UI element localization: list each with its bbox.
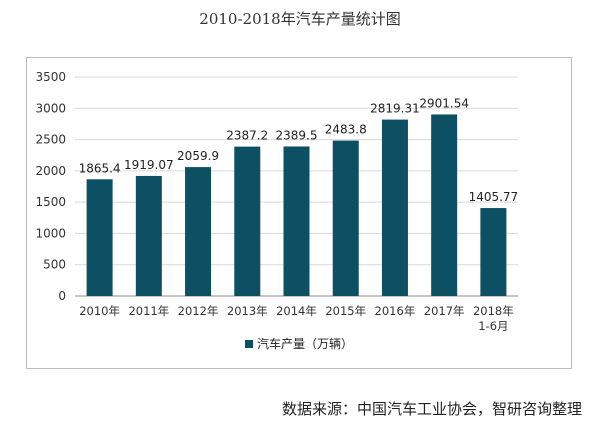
data-label: 1865.4 xyxy=(79,161,121,175)
y-tick-label: 0 xyxy=(58,289,66,303)
data-label: 2819.31 xyxy=(370,102,420,116)
data-label: 1405.77 xyxy=(469,190,519,204)
bar xyxy=(185,167,212,296)
legend-swatch xyxy=(245,340,253,348)
y-tick-label: 500 xyxy=(43,258,66,272)
y-tick-label: 3500 xyxy=(35,70,66,84)
bar xyxy=(332,140,359,296)
legend-label: 汽车产量（万辆） xyxy=(257,336,353,351)
x-tick-label: 2012年 xyxy=(178,304,219,318)
x-tick-label: 2017年 xyxy=(424,304,465,318)
chart-frame xyxy=(26,57,572,369)
y-tick-label: 1000 xyxy=(35,226,66,240)
bar xyxy=(381,119,408,297)
bar xyxy=(283,146,310,296)
y-tick-label: 2000 xyxy=(35,164,66,178)
data-label: 2483.8 xyxy=(325,123,367,137)
bar xyxy=(234,146,261,296)
bar xyxy=(480,208,507,296)
bar xyxy=(86,179,113,296)
bar xyxy=(135,175,162,296)
x-tick-label: 2013年 xyxy=(227,304,268,318)
x-tick-label: 2016年 xyxy=(375,304,416,318)
x-tick-label: 2014年 xyxy=(276,304,317,318)
data-label: 2387.2 xyxy=(226,129,268,143)
x-tick-label: 2010年 xyxy=(79,304,120,318)
chart-title: 2010-2018年汽车产量统计图 xyxy=(199,10,401,28)
y-tick-label: 3000 xyxy=(35,101,66,115)
x-tick-label: 2015年 xyxy=(325,304,366,318)
data-source-note: 数据来源：中国汽车工业协会，智研咨询整理 xyxy=(281,400,582,418)
data-label: 2389.5 xyxy=(276,128,318,142)
y-tick-label: 1500 xyxy=(35,195,66,209)
y-tick-label: 2500 xyxy=(35,133,66,147)
x-tick-label: 2018年 1-6月 xyxy=(473,304,514,333)
bar xyxy=(431,114,458,296)
x-tick-label: 2011年 xyxy=(128,304,169,318)
data-label: 1919.07 xyxy=(124,158,174,172)
data-label: 2901.54 xyxy=(419,96,469,110)
data-label: 2059.9 xyxy=(177,149,219,163)
